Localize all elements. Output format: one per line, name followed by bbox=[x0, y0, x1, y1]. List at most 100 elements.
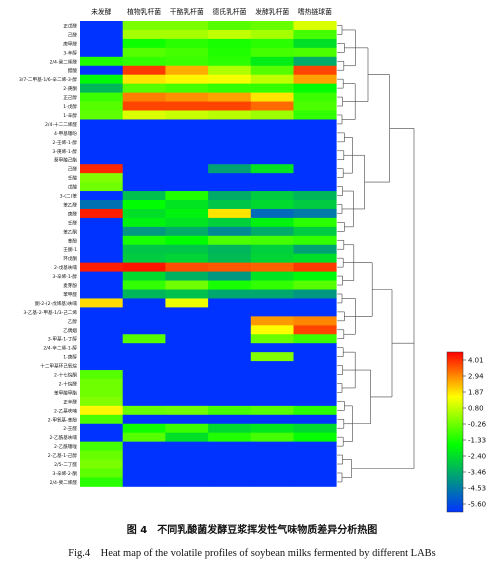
heatmap-cell bbox=[80, 253, 124, 264]
heatmap-cell bbox=[165, 235, 209, 246]
heatmap-cell bbox=[122, 432, 166, 443]
heatmap-cell bbox=[122, 146, 166, 156]
heatmap-cell bbox=[208, 21, 252, 31]
row-label: 苯乙酮 bbox=[63, 228, 77, 235]
heatmap-cell bbox=[208, 343, 252, 353]
legend-tick-label: 4.01 bbox=[468, 357, 484, 365]
heatmap-cell bbox=[80, 387, 124, 398]
heatmap-cell bbox=[122, 477, 166, 487]
row-label: 己醛 bbox=[68, 31, 78, 38]
row-label: 2-乙基呋喃 bbox=[54, 407, 77, 414]
heatmap-cell bbox=[122, 262, 166, 272]
heatmap-cell bbox=[208, 74, 252, 85]
heatmap-cell bbox=[293, 29, 337, 40]
row-label: 戊酸 bbox=[68, 184, 78, 191]
heatmap-cell bbox=[80, 459, 124, 469]
heatmap-cell bbox=[208, 182, 252, 192]
row-label: 壬酮-1 bbox=[63, 246, 77, 253]
heatmap-cell bbox=[208, 441, 252, 451]
heatmap-cell bbox=[122, 361, 166, 371]
heatmap-cell bbox=[208, 155, 252, 165]
heatmap-cell bbox=[80, 477, 124, 487]
heatmap-cell bbox=[250, 173, 294, 183]
heatmap-cell bbox=[208, 361, 252, 371]
heatmap-cell bbox=[122, 423, 166, 434]
legend-tick-label: 1.87 bbox=[468, 389, 484, 397]
heatmap-cell bbox=[165, 298, 209, 308]
heatmap-cell bbox=[250, 280, 294, 290]
heatmap-cell bbox=[293, 74, 337, 85]
heatmap-cell bbox=[122, 164, 166, 174]
heatmap-cell bbox=[122, 307, 166, 317]
row-label: 正辛醛 bbox=[63, 398, 77, 405]
heatmap-cell bbox=[293, 110, 337, 120]
heatmap-cell bbox=[293, 271, 337, 281]
heatmap-cell bbox=[208, 396, 252, 407]
row-label: 3-庚烯-1-醇 bbox=[52, 148, 77, 155]
heatmap-cell bbox=[208, 200, 252, 210]
heatmap-cell bbox=[208, 137, 252, 147]
heatmap-cell bbox=[250, 325, 294, 335]
heatmap-cell bbox=[165, 289, 209, 299]
heatmap-cell bbox=[80, 235, 124, 246]
heatmap-cell bbox=[122, 334, 166, 344]
heatmap-cell bbox=[80, 226, 124, 237]
heatmap-cell bbox=[208, 405, 252, 416]
row-label: 2-壬烯-1-醇 bbox=[52, 139, 77, 146]
heatmap-cell bbox=[165, 164, 209, 174]
heatmap-cell bbox=[165, 459, 209, 469]
heatmap-cell bbox=[122, 83, 166, 93]
heatmap-cell bbox=[165, 173, 209, 183]
row-label: 2-甲氧基-苯酚 bbox=[48, 416, 78, 423]
heatmap-cell bbox=[80, 468, 124, 478]
heatmap-cell bbox=[293, 387, 337, 398]
heatmap-cell bbox=[122, 450, 166, 460]
heatmap-cell bbox=[250, 65, 294, 76]
heatmap-cell bbox=[208, 316, 252, 326]
heatmap-cell bbox=[122, 253, 166, 264]
heatmap-cell bbox=[208, 235, 252, 246]
heatmap-cell bbox=[208, 56, 252, 67]
heatmap-cell bbox=[208, 450, 252, 460]
heatmap-cell bbox=[165, 217, 209, 228]
heatmap-cell bbox=[122, 29, 166, 40]
heatmap-cell bbox=[122, 200, 166, 210]
heatmap-cell bbox=[165, 477, 209, 487]
row-label: 3-辛醇 bbox=[63, 49, 77, 56]
heatmap-cell bbox=[208, 262, 252, 272]
heatmap-cell bbox=[250, 289, 294, 299]
heatmap-cell bbox=[80, 325, 124, 335]
heatmap-cell bbox=[293, 65, 337, 76]
heatmap-cell bbox=[208, 423, 252, 434]
heatmap-cell bbox=[122, 459, 166, 469]
heatmap-cell bbox=[250, 343, 294, 353]
heatmap-cell bbox=[165, 208, 209, 219]
heatmap-cell bbox=[208, 352, 252, 362]
heatmap-cell bbox=[165, 316, 209, 326]
heatmap-cell bbox=[165, 405, 209, 416]
heatmap-cell bbox=[250, 137, 294, 147]
heatmap-cell bbox=[122, 316, 166, 326]
row-label: 苯甲醛 bbox=[63, 291, 77, 298]
heatmap-cell bbox=[250, 477, 294, 487]
heatmap-cell bbox=[250, 253, 294, 264]
heatmap-cell bbox=[293, 307, 337, 317]
heatmap-cell bbox=[208, 289, 252, 299]
heatmap-cell bbox=[208, 468, 252, 478]
heatmap-cell bbox=[80, 38, 124, 49]
column-label: 德氏乳杆菌 bbox=[213, 7, 247, 16]
heatmap-cell bbox=[250, 271, 294, 281]
heatmap-cell bbox=[165, 74, 209, 85]
row-label: 2-庚酮 bbox=[63, 85, 77, 92]
heatmap-cell bbox=[122, 56, 166, 67]
heatmap-cell bbox=[122, 101, 166, 111]
column-label: 嗜热链球菌 bbox=[298, 7, 332, 16]
heatmap-cell bbox=[293, 146, 337, 156]
heatmap-cell bbox=[165, 110, 209, 120]
heatmap-cell bbox=[122, 298, 166, 308]
heatmap-cell bbox=[208, 119, 252, 129]
heatmap-cell bbox=[293, 432, 337, 443]
heatmap-cell bbox=[80, 128, 124, 138]
column-label: 发酵乳杆菌 bbox=[255, 7, 289, 16]
heatmap-cell bbox=[293, 370, 337, 380]
